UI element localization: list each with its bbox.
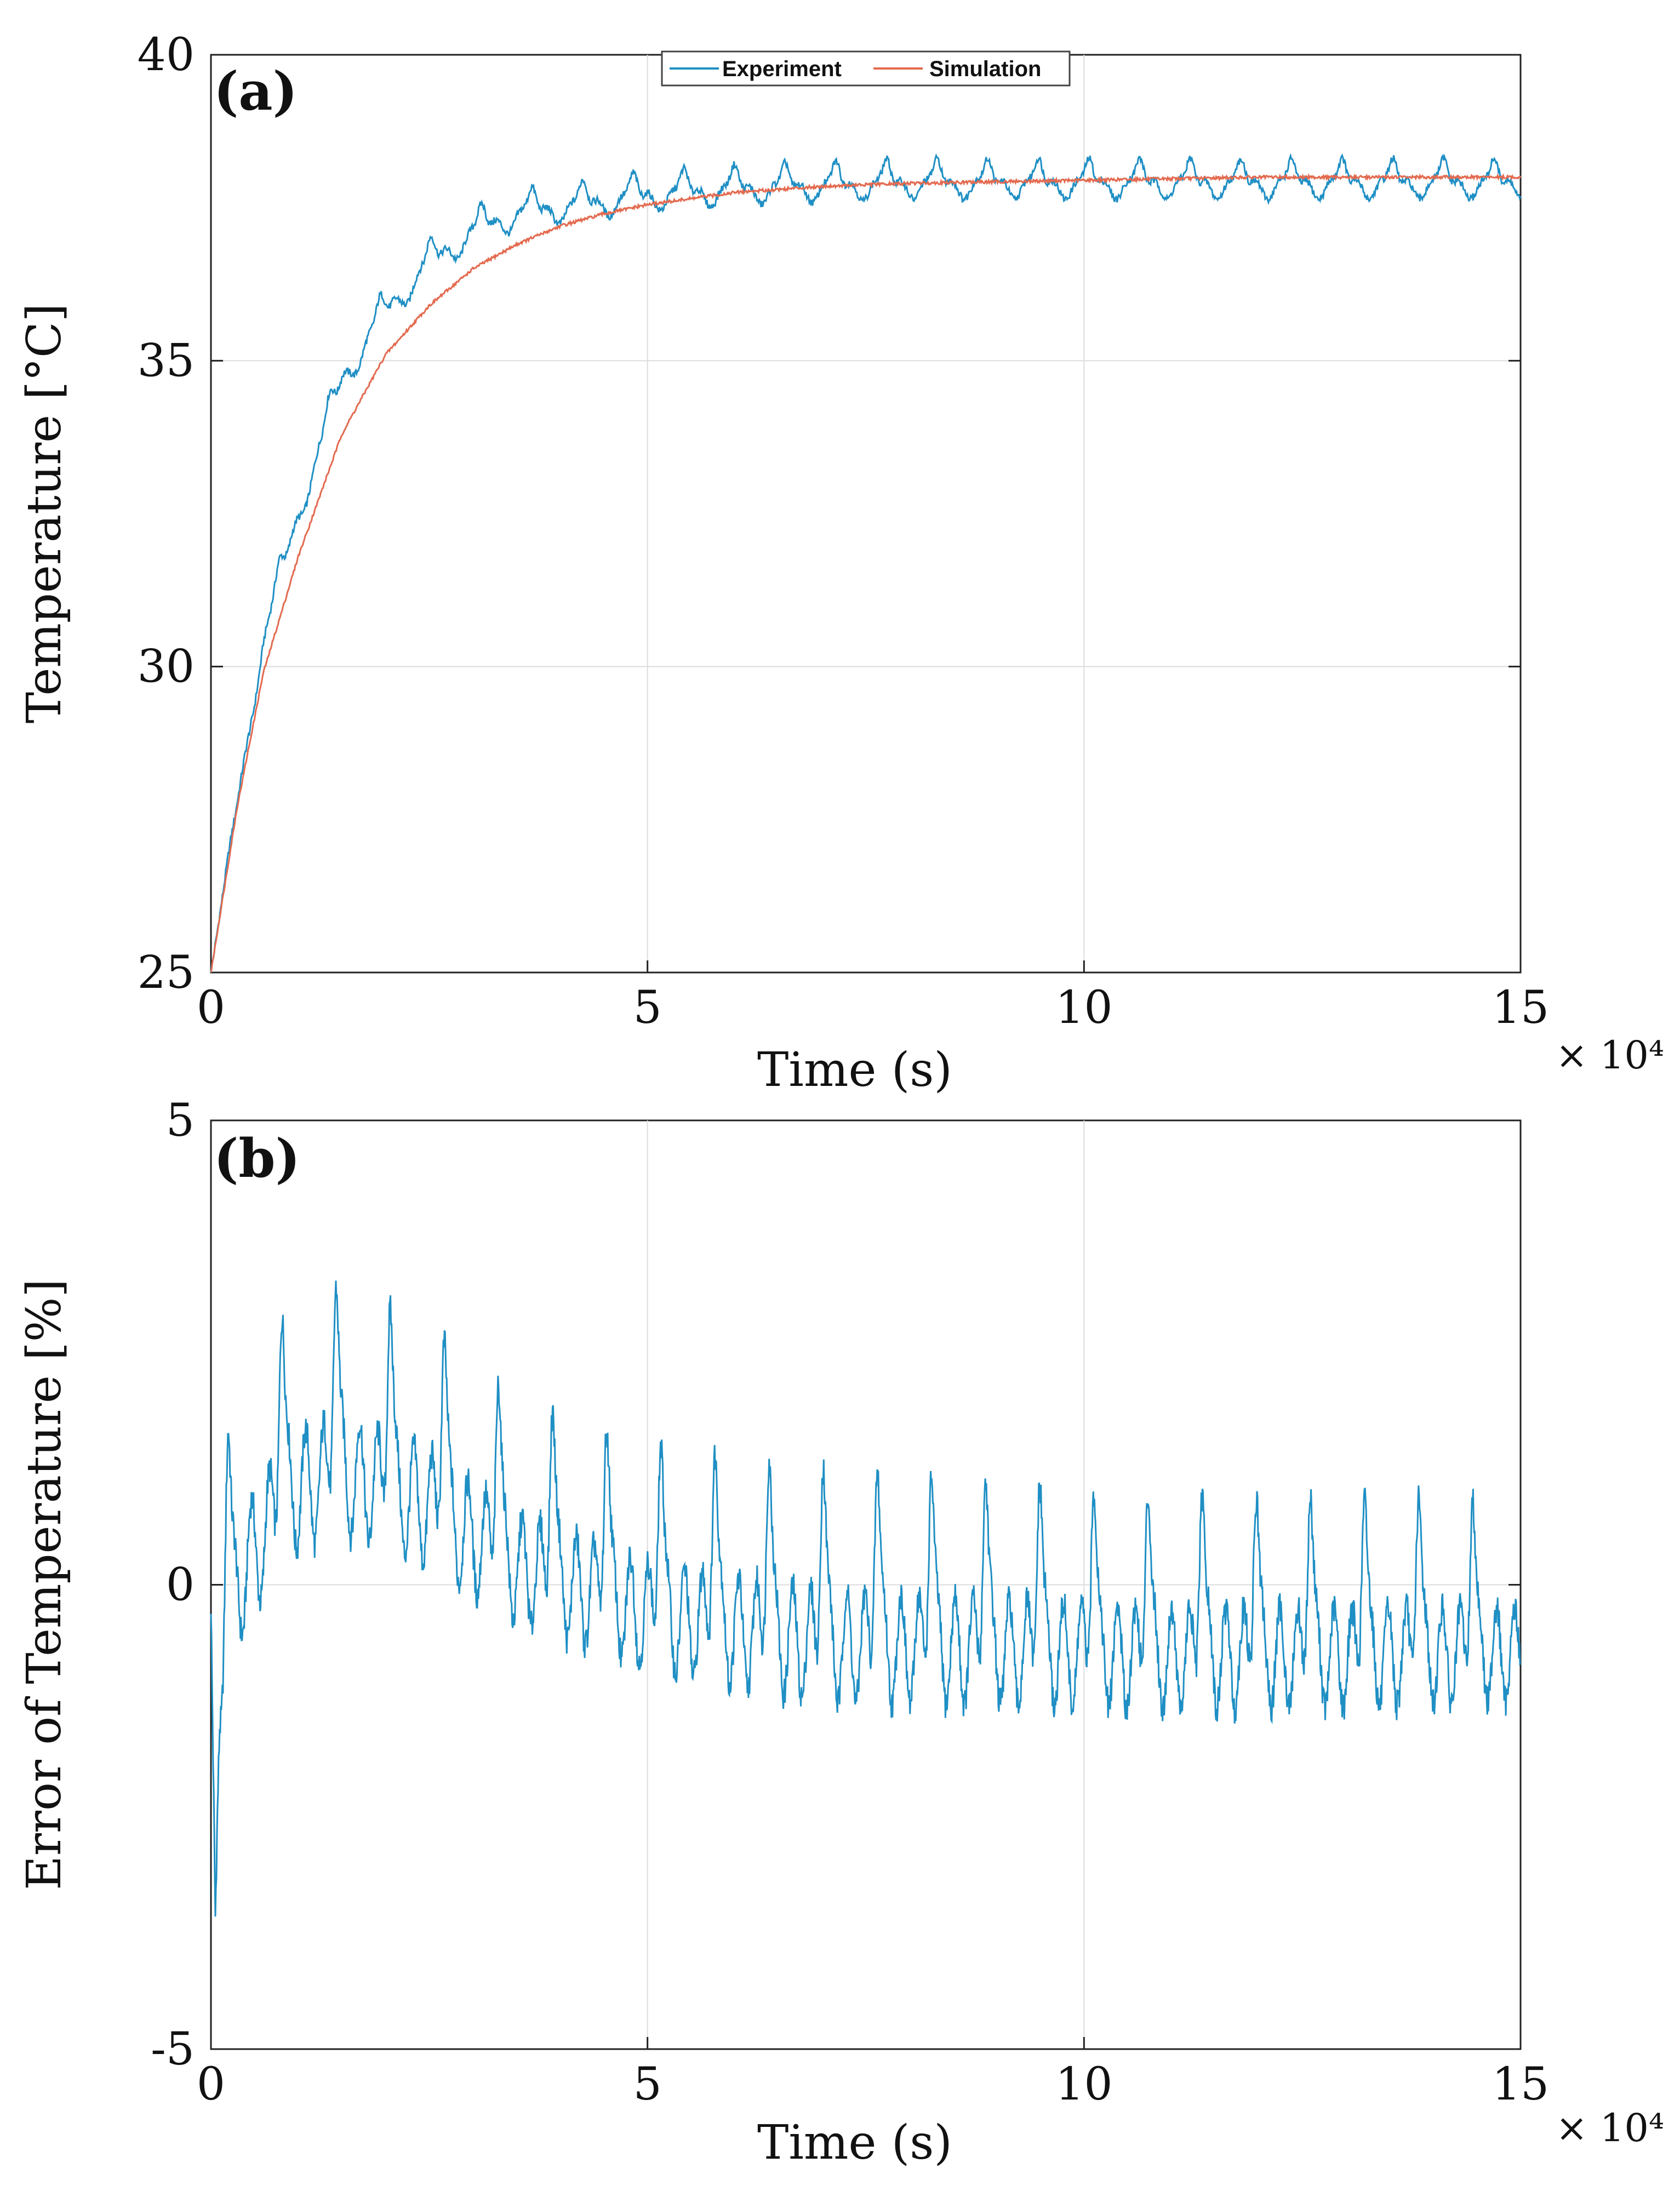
series-line-experiment xyxy=(210,153,1522,973)
x-tick-label: 5 xyxy=(633,982,662,1034)
ticks-a: 0 5 10 15 25 30 35 40 xyxy=(138,29,1550,1034)
x-tick-label: 10 xyxy=(1055,2058,1112,2110)
panel-label-b: (b) xyxy=(214,1128,300,1189)
series-line-simulation xyxy=(210,173,1522,972)
lines-b xyxy=(210,1280,1522,1917)
plot-area-a xyxy=(210,54,1522,974)
y-tick-label: 35 xyxy=(138,335,195,387)
y-tick-label: 30 xyxy=(138,641,195,693)
x-tick-label: 10 xyxy=(1055,982,1112,1034)
y-tick-label: 25 xyxy=(138,947,195,999)
legend-label-simulation: Simulation xyxy=(929,57,1041,81)
x-tick-label: 15 xyxy=(1492,982,1549,1034)
x-tick-label: 0 xyxy=(197,2058,225,2110)
y-axis-label-a: Temperature [°C] xyxy=(17,304,72,724)
x-exponent-b: × 10⁴ xyxy=(1556,2106,1664,2150)
panel-b: 0 5 10 15-505 (b) Time (s) × 10⁴ Error of T… xyxy=(17,1095,1664,2170)
y-tick-label: -5 xyxy=(151,2023,195,2075)
y-tick-label: 5 xyxy=(166,1095,195,1147)
lines-a xyxy=(210,153,1522,973)
ticks-b: 0 5 10 15-505 xyxy=(151,1095,1549,2110)
legend-box xyxy=(661,50,1071,87)
series-line-error xyxy=(210,1280,1522,1917)
legend-label-experiment: Experiment xyxy=(722,57,842,81)
panel-a: 0 5 10 15 25 30 35 40 (a) Experiment Simulation… xyxy=(17,29,1664,1097)
x-axis-label-a: Time (s) xyxy=(757,1043,952,1097)
panel-label-a: (a) xyxy=(214,60,298,122)
x-exponent-a: × 10⁴ xyxy=(1556,1033,1664,1078)
grid-a xyxy=(211,55,1521,972)
x-axis-label-b: Time (s) xyxy=(757,2115,952,2170)
x-tick-label: 0 xyxy=(197,982,225,1034)
x-tick-label: 5 xyxy=(633,2058,662,2110)
y-tick-label: 40 xyxy=(138,29,195,81)
grid-b xyxy=(211,1120,1521,2049)
y-axis-label-b: Error of Temperature [%] xyxy=(17,1279,72,1890)
legend-a: Experiment Simulation xyxy=(661,50,1071,87)
y-tick-label: 0 xyxy=(166,1559,195,1611)
x-tick-label: 15 xyxy=(1492,2058,1549,2110)
